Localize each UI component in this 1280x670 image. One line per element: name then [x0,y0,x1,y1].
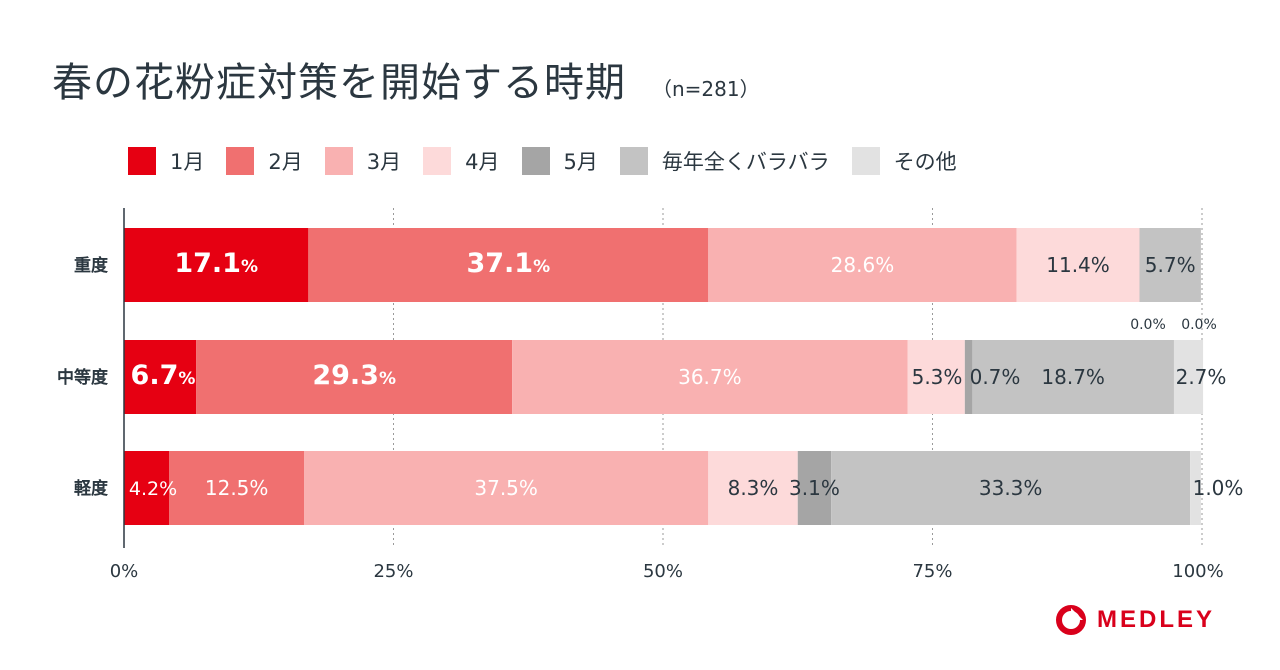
data-label: 8.3% [728,476,779,500]
medley-logo-text: MEDLEY [1097,606,1216,633]
chart-title-block: 春の花粉症対策を開始する時期 （n=281） [52,50,760,108]
category-label: 重度 [74,255,109,276]
data-label: 5.7% [1145,253,1196,277]
chart-title: 春の花粉症対策を開始する時期 [52,60,626,106]
bar-segment [169,451,305,525]
bar-segment [124,451,170,525]
bar-segment [304,451,709,525]
data-label: 11.4% [1046,253,1110,277]
legend-swatch [619,147,648,175]
bar-segment [124,228,309,302]
data-label: 5.3% [912,365,963,389]
legend-item: 1月 [128,146,204,176]
data-label: 1.0% [1193,476,1244,500]
category-label: 軽度 [74,478,109,499]
bar-segment [1139,228,1201,302]
medley-logo: MEDLEY [1055,604,1215,636]
legend-item: その他 [851,146,957,176]
bar-segment [512,340,908,414]
legend-label: 3月 [366,150,402,174]
legend-label: 毎年全くバラバラ [661,150,830,174]
legend-label: 4月 [465,150,500,174]
data-label: 37.1% [466,248,550,279]
x-tick-label: 0% [110,561,139,582]
data-label: 29.3% [312,360,396,391]
legend-item: 毎年全くバラバラ [619,146,830,176]
legend-swatch [521,147,550,175]
legend-swatch [324,147,353,175]
data-label: 0.0% [1181,317,1217,333]
data-label: 12.5% [205,476,269,500]
data-label: 3.1% [789,476,840,500]
bar-segment [1190,451,1201,525]
bar-segment [1016,228,1140,302]
data-label: 37.5% [474,476,538,500]
medley-logo-icon [1056,605,1086,635]
bar-segment [196,340,513,414]
chart-subtitle: （n=281） [652,77,760,101]
legend-label: 5月 [563,150,598,174]
bar-segment [124,340,197,414]
data-label: 4.2% [129,478,177,500]
legend-item: 4月 [423,146,500,176]
legend-item: 3月 [324,146,402,176]
legend-swatch [128,147,156,175]
data-label: 18.7% [1041,365,1105,389]
x-tick-label: 25% [373,561,413,582]
legend-swatch [423,147,452,175]
legend-label: その他 [893,150,957,174]
legend-label: 1月 [170,150,205,174]
bar-segment [708,228,1017,302]
data-label: 28.6% [831,253,895,277]
x-tick-label: 100% [1172,561,1223,582]
category-label: 中等度 [57,367,109,388]
data-label: 17.1% [174,248,258,279]
bar-segment [797,451,832,525]
data-label: 0.0% [1130,317,1166,333]
legend-swatch [226,147,255,175]
data-label: 6.7% [131,360,196,391]
legend-swatch [851,147,880,175]
bar-segment [1173,340,1204,414]
legend-item: 2月 [226,146,303,176]
x-tick-label: 50% [643,561,683,582]
data-label: 36.7% [678,365,742,389]
bar-segment [964,340,973,414]
bar-segment [708,451,798,525]
bar-segment [308,228,709,302]
data-label: 0.7% [970,365,1021,389]
legend-label: 2月 [268,150,303,174]
legend: 1月 2月 3月 4月 5月 毎年全くバラバラ その他 [128,146,979,176]
x-tick-label: 75% [912,561,952,582]
data-label: 2.7% [1176,365,1227,389]
data-label: 33.3% [979,476,1043,500]
legend-item: 5月 [521,146,598,176]
bar-segment [907,340,965,414]
bar-segment [831,451,1191,525]
bar-segment [972,340,1174,414]
